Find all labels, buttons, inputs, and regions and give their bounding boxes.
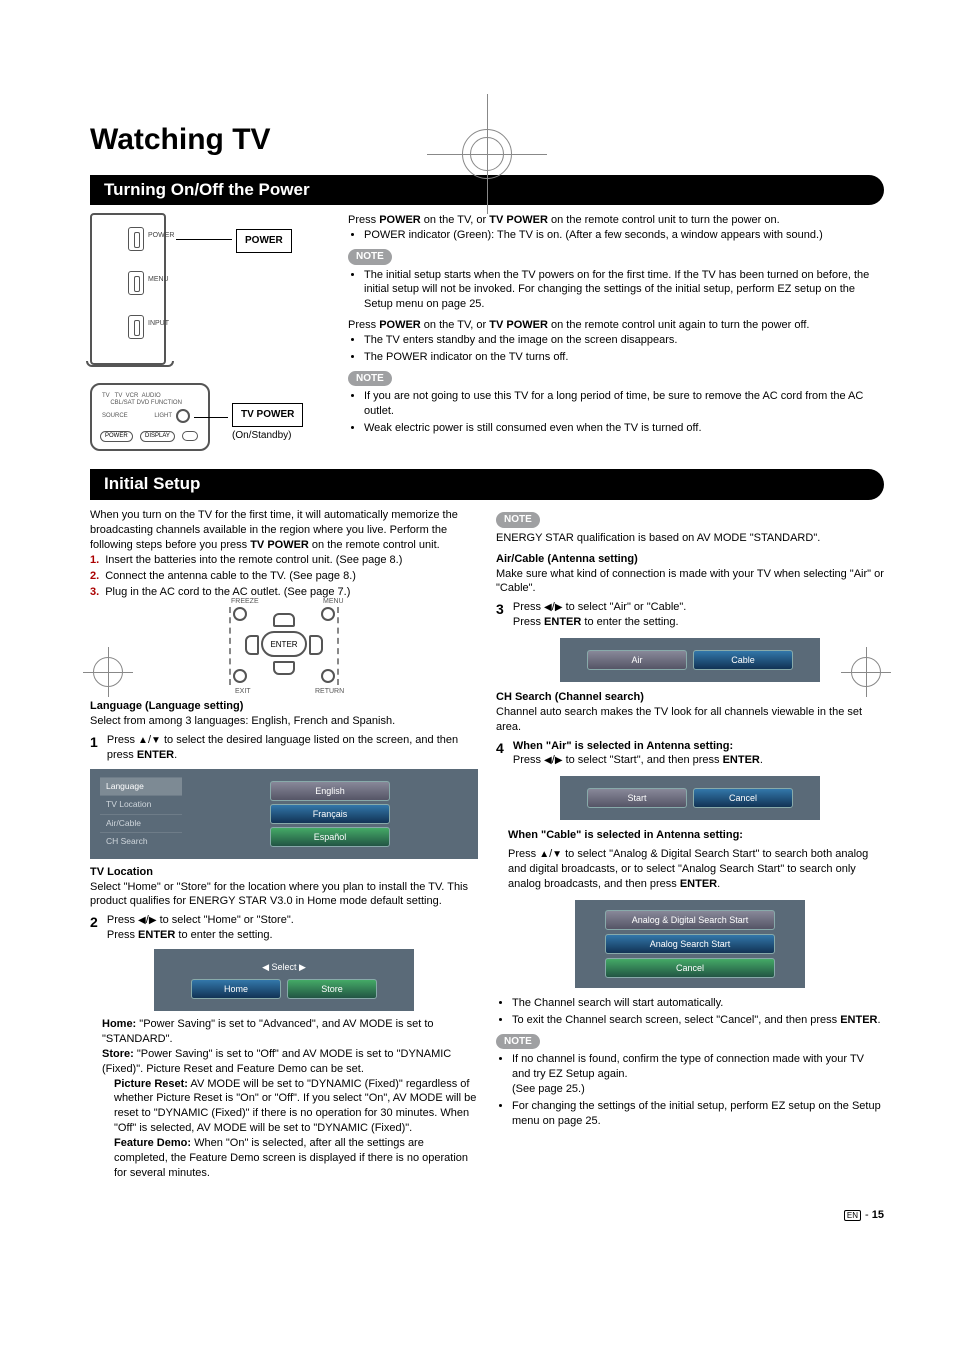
initial-prereqs: 1.Insert the batteries into the remote c…	[90, 553, 478, 600]
step-4: 4 When "Air" is selected in Antenna sett…	[496, 739, 884, 769]
page-number: EN- 15	[90, 1208, 884, 1223]
note-pill: NOTE	[496, 1034, 540, 1050]
ch-cable-preview: Analog & Digital Search Start Analog Sea…	[575, 900, 805, 988]
ch-cable-block: When "Cable" is selected in Antenna sett…	[496, 828, 884, 891]
power-off-note: If you are not going to use this TV for …	[348, 389, 884, 436]
enter-pad-diagram: FREEZE MENU EXIT RETURN ENTER	[189, 603, 379, 693]
initial-intro: When you turn on the TV for the first ti…	[90, 508, 478, 553]
remote-diagram: TV TV VCR AUDIO CBL/SAT DVD FUNCTIONSOUR…	[90, 373, 310, 463]
tv-power-label: TV POWER	[232, 403, 303, 427]
note-pill: NOTE	[496, 512, 540, 528]
power-on-bullets: POWER indicator (Green): The TV is on. (…	[348, 228, 884, 243]
loc-desc: Select "Home" or "Store" for the locatio…	[90, 880, 478, 910]
lang-desc: Select from among 3 languages: English, …	[90, 714, 478, 729]
power-label: POWER	[236, 229, 292, 253]
air-desc: Make sure what kind of connection is mad…	[496, 567, 884, 597]
lang-menu-preview: Language TV Location Air/Cable CH Search…	[90, 769, 478, 859]
tv-diagram: POWER MENU INPUT POWER	[90, 213, 310, 373]
energy-note: ENERGY STAR qualification is based on AV…	[496, 531, 884, 546]
step-3: 3 Press ◀/▶ to select "Air" or "Cable". …	[496, 600, 884, 630]
loc-heading: TV Location	[90, 865, 478, 880]
ch-note-bullets: If no channel is found, confirm the type…	[496, 1052, 884, 1128]
air-menu-preview: Air Cable	[560, 638, 820, 682]
loc-home: Home: "Power Saving" is set to "Advanced…	[90, 1017, 478, 1047]
power-on-text: Press POWER on the TV, or TV POWER on th…	[348, 213, 884, 228]
loc-feature-demo: Feature Demo: When "On" is selected, aft…	[90, 1136, 478, 1181]
power-off-text: Press POWER on the TV, or TV POWER on th…	[348, 318, 884, 333]
ch-heading: CH Search (Channel search)	[496, 690, 884, 705]
air-heading: Air/Cable (Antenna setting)	[496, 552, 884, 567]
ch-air-preview: Start Cancel	[560, 776, 820, 820]
loc-menu-preview: ◀ Select ▶ Home Store	[154, 949, 414, 1011]
section-heading-initial: Initial Setup	[90, 469, 884, 500]
loc-store: Store: "Power Saving" is set to "Off" an…	[90, 1047, 478, 1077]
note-pill: NOTE	[348, 371, 392, 387]
power-on-note: The initial setup starts when the TV pow…	[348, 268, 884, 313]
lang-heading: Language (Language setting)	[90, 699, 478, 714]
step-1: 1 Press ▲/▼ to select the desired langua…	[90, 733, 478, 763]
power-off-bullets: The TV enters standby and the image on t…	[348, 333, 884, 365]
step-2: 2 Press ◀/▶ to select "Home" or "Store".…	[90, 913, 478, 943]
loc-picture-reset: Picture Reset: AV MODE will be set to "D…	[90, 1077, 478, 1136]
note-pill: NOTE	[348, 249, 392, 265]
ch-desc: Channel auto search makes the TV look fo…	[496, 705, 884, 735]
ch-post-bullets: The Channel search will start automatica…	[496, 996, 884, 1028]
